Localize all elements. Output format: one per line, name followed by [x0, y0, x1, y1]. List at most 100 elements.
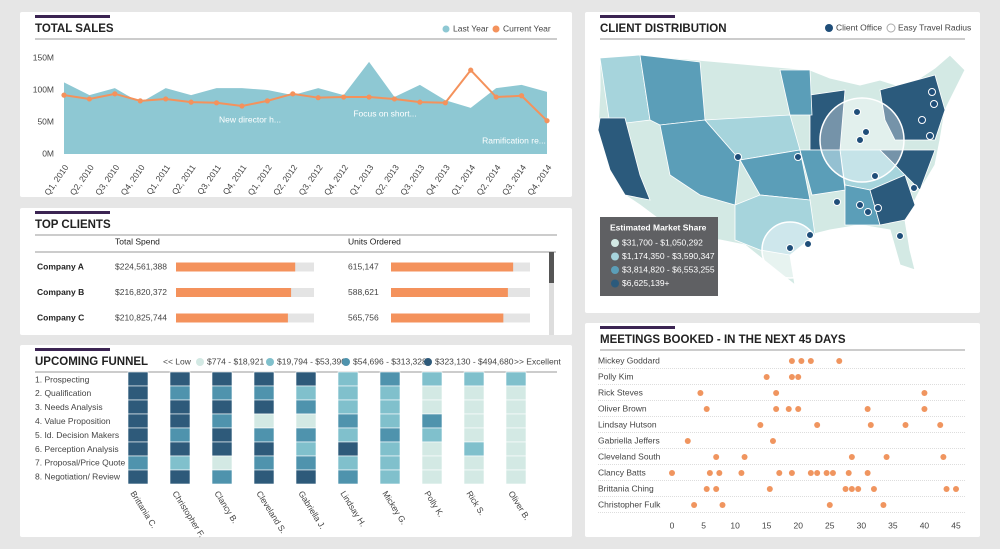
row-label: Company A — [37, 261, 84, 271]
value-label: 615,147 — [348, 261, 379, 271]
panel-title: UPCOMING FUNNEL — [35, 356, 148, 368]
meeting-dot — [807, 470, 814, 476]
cell — [169, 413, 191, 429]
stage-label: 6. Perception Analysis — [35, 444, 119, 454]
scroll-track — [549, 252, 554, 335]
value-label: $216,820,372 — [115, 287, 167, 297]
stage-label: 5. Id. Decision Makers — [35, 430, 119, 440]
meeting-dot — [706, 470, 713, 476]
legend-label: $19,794 - $53,390 — [277, 356, 346, 366]
cell — [505, 399, 527, 415]
meeting-dot — [788, 374, 795, 380]
legend-swatch — [611, 266, 619, 274]
point — [137, 98, 143, 104]
meeting-dot — [773, 406, 780, 412]
meeting-dot — [807, 358, 814, 364]
meeting-dot — [845, 470, 852, 476]
cell — [505, 441, 527, 457]
meeting-dot — [684, 438, 691, 444]
cell — [295, 413, 317, 429]
meeting-dot — [703, 406, 710, 412]
legend-swatch — [342, 358, 350, 366]
title-accent — [600, 326, 675, 329]
stage-label: 8. Negotiation/ Review — [35, 472, 121, 482]
area — [64, 61, 547, 155]
cell — [505, 371, 527, 387]
meeting-dot — [795, 374, 802, 380]
point — [468, 67, 474, 73]
cell — [127, 413, 149, 429]
cell — [253, 371, 275, 387]
meeting-dot — [953, 486, 959, 492]
cell — [463, 413, 485, 429]
person-label: Lindsay Hutson — [598, 419, 657, 429]
stage-label: 3. Needs Analysis — [35, 402, 103, 412]
meeting-dot — [697, 390, 704, 396]
meeting-dot — [713, 486, 720, 492]
cell — [211, 399, 233, 415]
meeting-dot — [902, 422, 909, 428]
meeting-dot — [766, 486, 773, 492]
meeting-dot — [823, 470, 830, 476]
title-accent — [35, 15, 110, 18]
legend-label: Client Office — [836, 22, 882, 32]
cell — [253, 455, 275, 471]
office-dot — [853, 108, 861, 116]
meeting-dot — [716, 470, 723, 476]
cell — [337, 441, 359, 457]
column-header: Units Ordered — [348, 236, 401, 246]
value-label: $224,561,388 — [115, 261, 167, 271]
person-label: Christopher Fulk — [598, 499, 661, 509]
cell — [253, 469, 275, 485]
legend-swatch — [196, 358, 204, 366]
office-dot — [794, 153, 802, 161]
cell — [379, 441, 401, 457]
meeting-dot — [921, 390, 928, 396]
title-accent — [35, 211, 110, 214]
meeting-dot — [703, 486, 710, 492]
bar — [391, 262, 514, 272]
panel-title: MEETINGS BOOKED - IN THE NEXT 45 DAYS — [600, 334, 846, 346]
cell — [337, 385, 359, 401]
stage-label: 2. Qualification — [35, 388, 91, 398]
meeting-dot — [829, 470, 836, 476]
cell — [463, 469, 485, 485]
cell — [379, 455, 401, 471]
meeting-dot — [785, 406, 792, 412]
cell — [295, 455, 317, 471]
meeting-dot — [883, 454, 890, 460]
region — [639, 54, 706, 126]
cell — [211, 371, 233, 387]
cell — [379, 399, 401, 415]
office-dot — [804, 240, 812, 248]
meeting-dot — [870, 486, 877, 492]
cell — [253, 441, 275, 457]
legend-swatch — [611, 252, 619, 261]
cell — [337, 469, 359, 485]
cell — [463, 399, 485, 415]
office-dot — [896, 232, 904, 240]
meeting-dot — [773, 390, 780, 396]
point — [442, 100, 448, 106]
cell — [337, 371, 359, 387]
panel-title: TOTAL SALES — [35, 23, 114, 35]
legend-swatch — [886, 23, 896, 33]
office-dot — [874, 204, 882, 212]
cell — [505, 385, 527, 401]
legend-box — [600, 217, 718, 296]
panel-title: CLIENT DISTRIBUTION — [600, 23, 727, 35]
cell — [211, 385, 233, 401]
meeting-dot — [921, 406, 928, 412]
bar — [176, 313, 288, 323]
title-accent — [600, 15, 675, 18]
cell — [253, 399, 275, 415]
meeting-dot — [757, 422, 764, 428]
meeting-dot — [769, 438, 776, 444]
annotation: Ramification re... — [482, 135, 546, 145]
column-header: Total Spend — [115, 236, 160, 246]
meeting-dot — [669, 470, 675, 476]
point — [518, 93, 525, 99]
point — [163, 96, 169, 102]
title-accent — [35, 348, 110, 351]
x-tick-label: 20 — [793, 520, 803, 530]
